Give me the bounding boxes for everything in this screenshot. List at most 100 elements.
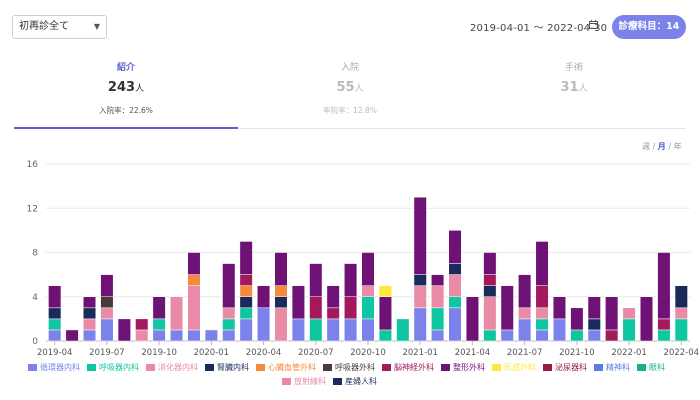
period-week[interactable]: 週 — [642, 142, 650, 151]
bar-segment[interactable] — [413, 285, 427, 309]
bar-segment[interactable] — [605, 296, 619, 331]
bar-segment[interactable] — [500, 285, 514, 331]
bar-segment[interactable] — [483, 285, 497, 297]
tab-admission[interactable]: 入院 55人 率院率：12.8% — [240, 60, 460, 116]
bar-segment[interactable] — [152, 318, 166, 331]
bar-segment[interactable] — [431, 307, 445, 331]
bar-segment[interactable] — [483, 329, 497, 342]
bar-segment[interactable] — [152, 296, 166, 320]
bar-segment[interactable] — [257, 307, 271, 342]
bar-segment[interactable] — [413, 307, 427, 342]
bar-segment[interactable] — [587, 296, 601, 320]
bar-segment[interactable] — [100, 296, 114, 309]
bar-segment[interactable] — [152, 329, 166, 342]
bar-segment[interactable] — [222, 329, 236, 342]
bar-segment[interactable] — [657, 329, 671, 342]
legend-item[interactable]: 放射線科 — [282, 376, 326, 387]
date-range-text[interactable]: 2019-04-01 ～ 2022-04-30 — [470, 23, 608, 34]
bar-segment[interactable] — [431, 274, 445, 286]
bar-segment[interactable] — [344, 296, 358, 320]
bar-segment[interactable] — [309, 296, 323, 320]
bar-segment[interactable] — [326, 307, 340, 320]
bar-segment[interactable] — [309, 318, 323, 342]
bar-segment[interactable] — [413, 274, 427, 286]
bar-segment[interactable] — [413, 196, 427, 275]
legend-item[interactable]: 脳神経外科 — [382, 362, 434, 373]
bar-segment[interactable] — [274, 252, 288, 286]
period-month[interactable]: 月 — [657, 142, 666, 151]
bar-segment[interactable] — [552, 296, 566, 320]
bar-segment[interactable] — [483, 274, 497, 286]
bar-segment[interactable] — [135, 329, 149, 342]
bar-segment[interactable] — [570, 307, 584, 331]
bar-segment[interactable] — [187, 274, 201, 286]
legend-item[interactable]: 循環器内科 — [28, 362, 80, 373]
bar-segment[interactable] — [291, 285, 305, 320]
bar-segment[interactable] — [361, 252, 375, 286]
bar-segment[interactable] — [535, 241, 549, 286]
bar-segment[interactable] — [552, 318, 566, 342]
bar-segment[interactable] — [257, 285, 271, 309]
bar-segment[interactable] — [222, 263, 236, 309]
bar-segment[interactable] — [187, 329, 201, 342]
bar-segment[interactable] — [274, 285, 288, 297]
bar-segment[interactable] — [535, 285, 549, 309]
bar-segment[interactable] — [326, 285, 340, 309]
bar-segment[interactable] — [187, 285, 201, 331]
bar-segment[interactable] — [535, 329, 549, 342]
bar-segment[interactable] — [674, 318, 688, 342]
bar-segment[interactable] — [239, 296, 253, 309]
bar-segment[interactable] — [48, 285, 62, 309]
bar-segment[interactable] — [483, 252, 497, 275]
bar-segment[interactable] — [204, 329, 218, 342]
bar-segment[interactable] — [239, 285, 253, 297]
bar-segment[interactable] — [657, 318, 671, 331]
bar-segment[interactable] — [622, 307, 636, 320]
bar-segment[interactable] — [378, 329, 392, 342]
bar-segment[interactable] — [518, 274, 532, 309]
legend-item[interactable]: 呼吸器内科 — [87, 362, 139, 373]
bar-segment[interactable] — [48, 318, 62, 331]
legend-item[interactable]: 整形外科 — [441, 362, 485, 373]
bar-segment[interactable] — [587, 329, 601, 342]
bar-segment[interactable] — [448, 296, 462, 309]
bar-segment[interactable] — [518, 307, 532, 320]
bar-segment[interactable] — [274, 296, 288, 309]
bar-segment[interactable] — [309, 263, 323, 297]
bar-segment[interactable] — [535, 318, 549, 331]
bar-segment[interactable] — [483, 296, 497, 331]
bar-segment[interactable] — [448, 307, 462, 342]
bar-segment[interactable] — [291, 318, 305, 342]
bar-segment[interactable] — [170, 329, 184, 342]
bar-segment[interactable] — [344, 318, 358, 342]
bar-segment[interactable] — [100, 307, 114, 320]
bar-segment[interactable] — [239, 307, 253, 320]
bar-segment[interactable] — [361, 318, 375, 342]
bar-segment[interactable] — [396, 318, 410, 342]
tab-referral[interactable]: 紹介 243人 入院率：22.6% — [16, 60, 236, 116]
bar-segment[interactable] — [361, 285, 375, 297]
bar-segment[interactable] — [639, 296, 654, 342]
bar-segment[interactable] — [344, 263, 358, 297]
bar-segment[interactable] — [239, 241, 253, 275]
bar-segment[interactable] — [274, 307, 288, 342]
bar-segment[interactable] — [82, 329, 97, 342]
department-filter-button[interactable]: 診療科目：14 — [612, 15, 686, 39]
legend-item[interactable]: 呼吸器外科 — [323, 362, 375, 373]
bar-segment[interactable] — [170, 296, 184, 331]
bar-segment[interactable] — [239, 274, 253, 286]
legend-item[interactable]: 精神科 — [594, 362, 630, 373]
bar-segment[interactable] — [431, 285, 445, 309]
bar-segment[interactable] — [431, 329, 445, 342]
bar-segment[interactable] — [65, 329, 79, 342]
legend-item[interactable]: 腎臓内科 — [205, 362, 249, 373]
bar-segment[interactable] — [82, 318, 97, 331]
bar-segment[interactable] — [326, 318, 340, 342]
bar-segment[interactable] — [48, 307, 62, 320]
legend-item[interactable]: 形成外科 — [492, 362, 536, 373]
bar-segment[interactable] — [622, 318, 636, 342]
bar-segment[interactable] — [187, 252, 201, 275]
bar-segment[interactable] — [378, 285, 392, 297]
bar-segment[interactable] — [135, 318, 149, 331]
bar-segment[interactable] — [500, 329, 514, 342]
